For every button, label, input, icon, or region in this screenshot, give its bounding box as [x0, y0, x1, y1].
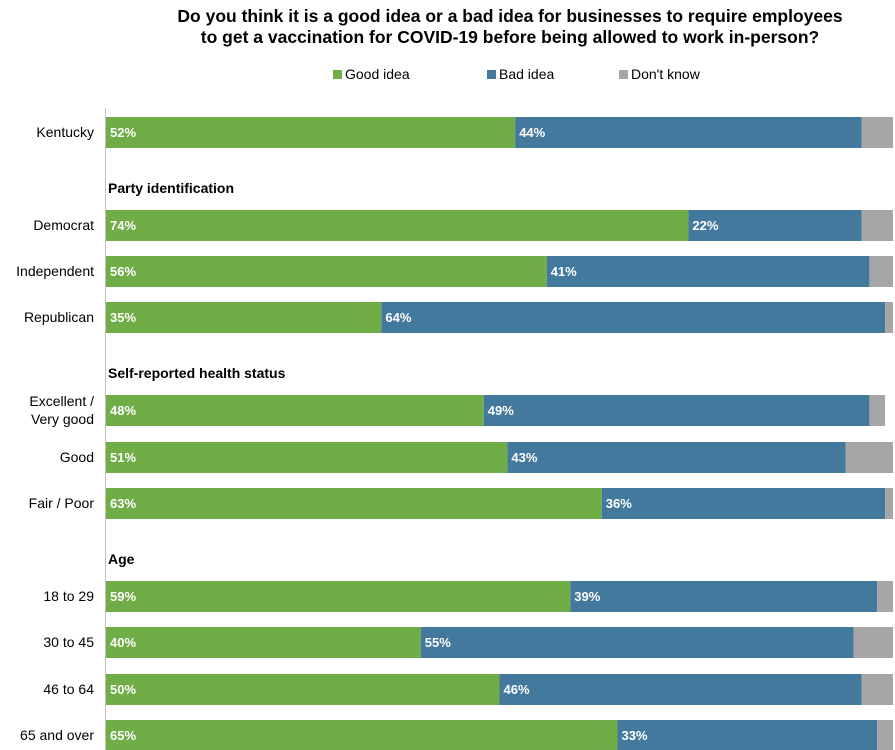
bar-good-idea-good	[106, 442, 508, 473]
data-label: 55%	[425, 635, 451, 650]
data-label: 64%	[385, 310, 411, 325]
data-label: 35%	[110, 310, 136, 325]
bar-good-idea-excellent-very-good	[106, 395, 484, 426]
data-label: 65%	[110, 728, 136, 743]
category-label: Independent	[16, 263, 94, 279]
bar-bad-idea-30-to-45	[420, 627, 854, 658]
category-label: 65 and over	[20, 727, 94, 743]
category-label: Republican	[24, 309, 94, 325]
legend-swatch-bad-idea	[487, 70, 496, 79]
legend-item-bad-idea: Bad idea	[487, 64, 554, 84]
chart-title-line-1: Do you think it is a good idea or a bad …	[177, 6, 843, 26]
bar-don-t-know-65-and-over	[877, 720, 893, 750]
data-label: 52%	[110, 125, 136, 140]
data-label: 22%	[692, 218, 718, 233]
bar-don-t-know-good	[845, 442, 893, 473]
group-heading: Party identification	[108, 180, 234, 196]
data-label: 48%	[110, 403, 136, 418]
group-heading: Age	[108, 551, 135, 567]
bar-good-idea-democrat	[106, 210, 689, 241]
legend: Good idea Bad idea Don't know	[0, 64, 895, 84]
legend-item-dont-know: Don't know	[619, 64, 700, 84]
bar-don-t-know-30-to-45	[853, 627, 893, 658]
category-label: 30 to 45	[43, 634, 94, 650]
bar-bad-idea-fair-poor	[601, 488, 886, 519]
bar-bad-idea-kentucky	[515, 117, 862, 148]
bar-good-idea-46-to-64	[106, 674, 500, 705]
data-label: 40%	[110, 635, 136, 650]
bar-bad-idea-18-to-29	[570, 581, 878, 612]
bar-bad-idea-46-to-64	[499, 674, 862, 705]
bar-don-t-know-kentucky	[861, 117, 893, 148]
data-label: 51%	[110, 450, 136, 465]
legend-label-good-idea: Good idea	[345, 66, 410, 82]
legend-item-good-idea: Good idea	[333, 64, 410, 84]
bar-good-idea-republican	[106, 302, 382, 333]
bar-bad-idea-excellent-very-good	[483, 395, 870, 426]
bar-good-idea-fair-poor	[106, 488, 602, 519]
category-label: Very good	[31, 411, 94, 427]
data-label: 50%	[110, 682, 136, 697]
bar-bad-idea-good	[507, 442, 846, 473]
bar-don-t-know-18-to-29	[877, 581, 893, 612]
data-label: 49%	[488, 403, 514, 418]
bar-don-t-know-fair-poor	[885, 488, 893, 519]
data-label: 74%	[110, 218, 136, 233]
bar-don-t-know-democrat	[861, 210, 893, 241]
data-label: 39%	[574, 589, 600, 604]
category-label: Democrat	[33, 217, 94, 233]
bar-don-t-know-republican	[885, 302, 893, 333]
category-label: 18 to 29	[43, 588, 94, 604]
group-heading: Self-reported health status	[108, 365, 286, 381]
bar-good-idea-18-to-29	[106, 581, 571, 612]
data-label: 36%	[606, 496, 632, 511]
data-label: 59%	[110, 589, 136, 604]
category-label: Fair / Poor	[29, 495, 95, 511]
category-label: 46 to 64	[43, 681, 94, 697]
category-label: Excellent /	[29, 393, 94, 409]
chart-title-line-2: to get a vaccination for COVID-19 before…	[200, 27, 820, 47]
bar-bad-idea-republican	[381, 302, 886, 333]
data-label: 63%	[110, 496, 136, 511]
bar-bad-idea-independent	[546, 256, 870, 287]
bar-good-idea-kentucky	[106, 117, 516, 148]
legend-label-bad-idea: Bad idea	[499, 66, 555, 82]
bar-good-idea-65-and-over	[106, 720, 618, 750]
bar-good-idea-30-to-45	[106, 627, 421, 658]
data-label: 43%	[511, 450, 537, 465]
legend-label-dont-know: Don't know	[631, 66, 700, 82]
category-label: Good	[60, 449, 94, 465]
bar-bad-idea-65-and-over	[617, 720, 878, 750]
bar-don-t-know-independent	[869, 256, 893, 287]
category-label: Kentucky	[36, 124, 94, 140]
bar-don-t-know-excellent-very-good	[869, 395, 886, 426]
bar-don-t-know-46-to-64	[861, 674, 893, 705]
legend-swatch-dont-know	[619, 70, 628, 79]
bar-bad-idea-democrat	[688, 210, 862, 241]
bar-good-idea-independent	[106, 256, 547, 287]
data-label: 41%	[551, 264, 577, 279]
chart-title: Do you think it is a good idea or a bad …	[0, 6, 895, 48]
legend-swatch-good-idea	[333, 70, 342, 79]
data-label: 56%	[110, 264, 136, 279]
data-label: 33%	[622, 728, 648, 743]
data-label: 44%	[519, 125, 545, 140]
data-label: 46%	[504, 682, 530, 697]
